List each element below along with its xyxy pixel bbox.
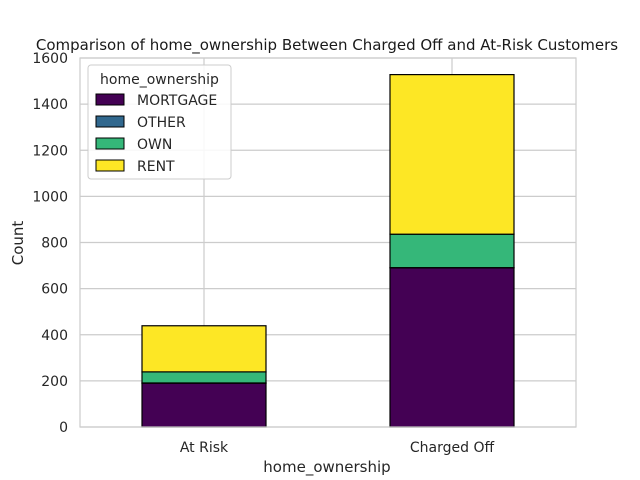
y-tick-label: 1200 <box>32 143 68 159</box>
bar-own-at-risk <box>141 371 267 384</box>
bar-own-charged-off <box>389 233 515 269</box>
y-tick-label: 1000 <box>32 189 68 205</box>
x-tick-label: Charged Off <box>410 440 495 456</box>
x-tick-label: At Risk <box>180 440 229 456</box>
y-tick-labels: 0 200 400 600 800 1000 1200 1400 1600 <box>32 51 68 436</box>
bar-rent-at-risk <box>141 325 267 373</box>
legend-swatch-rent <box>95 159 125 172</box>
y-tick-label: 600 <box>41 282 68 298</box>
y-tick-label: 1400 <box>32 97 68 113</box>
y-tick-label: 1600 <box>32 51 68 67</box>
legend-label-own: OWN <box>137 137 172 153</box>
bar-mortgage-charged-off <box>389 267 515 428</box>
plot-frame <box>79 57 577 428</box>
legend-swatch-own <box>95 137 125 150</box>
y-tick-label: 200 <box>41 374 68 390</box>
y-tick-label: 400 <box>41 328 68 344</box>
legend-swatch-other <box>95 115 125 128</box>
legend-swatch-mortgage <box>95 93 125 106</box>
y-axis-label: Count <box>9 221 27 266</box>
legend-label-other: OTHER <box>137 115 186 131</box>
legend: home_ownership MORTGAGE OTHER OWN RENT <box>87 64 232 180</box>
y-tick-label: 0 <box>59 420 68 436</box>
chart-title: Comparison of home_ownership Between Cha… <box>36 36 618 55</box>
legend-label-rent: RENT <box>137 159 175 175</box>
legend-title: home_ownership <box>100 72 219 88</box>
legend-label-mortgage: MORTGAGE <box>137 93 217 109</box>
bar-rent-charged-off <box>389 74 515 235</box>
bars <box>141 74 515 428</box>
bar-mortgage-at-risk <box>141 382 267 428</box>
y-tick-label: 800 <box>41 236 68 252</box>
x-tick-labels: At Risk Charged Off <box>180 440 495 456</box>
x-axis-label: home_ownership <box>263 458 390 477</box>
